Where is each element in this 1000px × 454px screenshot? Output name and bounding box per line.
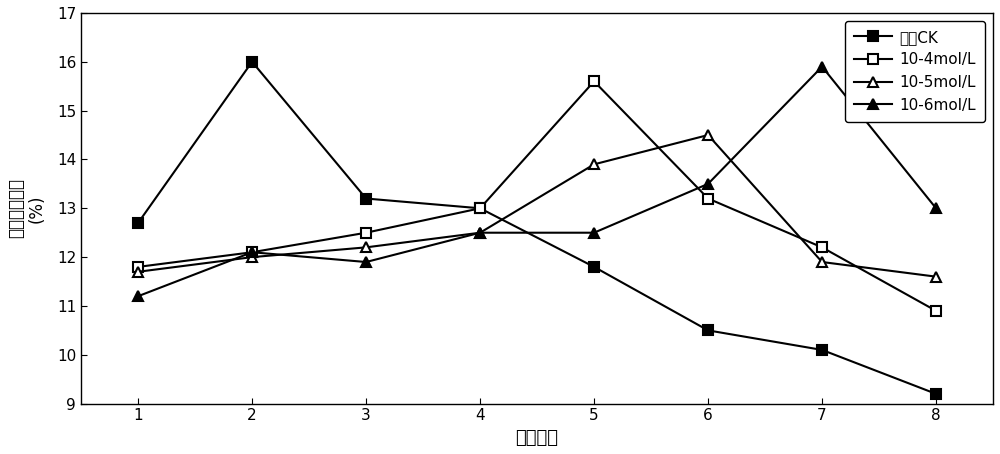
10-5mol/L	[702, 132, 714, 138]
转色CK	[588, 264, 600, 270]
10-6mol/L	[930, 206, 942, 211]
10-4mol/L	[816, 245, 828, 250]
10-6mol/L	[246, 250, 258, 255]
10-4mol/L	[132, 264, 144, 270]
Y-axis label: 可溶性固形物
(%): 可溶性固形物 (%)	[7, 178, 46, 238]
转色CK	[246, 59, 258, 64]
10-6mol/L	[816, 64, 828, 69]
10-6mol/L	[360, 259, 372, 265]
10-5mol/L	[816, 259, 828, 265]
Line: 10-4mol/L: 10-4mol/L	[133, 76, 941, 316]
转色CK	[474, 206, 486, 211]
10-5mol/L	[132, 269, 144, 275]
10-4mol/L	[930, 308, 942, 314]
10-4mol/L	[588, 79, 600, 84]
10-6mol/L	[588, 230, 600, 236]
Line: 转色CK: 转色CK	[133, 57, 941, 399]
10-5mol/L	[246, 254, 258, 260]
转色CK	[930, 391, 942, 397]
10-4mol/L	[246, 250, 258, 255]
10-4mol/L	[474, 206, 486, 211]
转色CK	[702, 328, 714, 333]
10-6mol/L	[132, 293, 144, 299]
10-6mol/L	[474, 230, 486, 236]
转色CK	[816, 347, 828, 353]
Line: 10-6mol/L: 10-6mol/L	[133, 62, 941, 301]
10-5mol/L	[360, 245, 372, 250]
X-axis label: 赮藏天数: 赮藏天数	[516, 429, 559, 447]
10-4mol/L	[360, 230, 372, 236]
Legend: 转色CK, 10-4mol/L, 10-5mol/L, 10-6mol/L: 转色CK, 10-4mol/L, 10-5mol/L, 10-6mol/L	[845, 20, 985, 122]
Line: 10-5mol/L: 10-5mol/L	[133, 130, 941, 281]
10-5mol/L	[930, 274, 942, 279]
10-4mol/L	[702, 196, 714, 201]
转色CK	[360, 196, 372, 201]
转色CK	[132, 220, 144, 226]
10-6mol/L	[702, 181, 714, 187]
10-5mol/L	[474, 230, 486, 236]
10-5mol/L	[588, 162, 600, 167]
